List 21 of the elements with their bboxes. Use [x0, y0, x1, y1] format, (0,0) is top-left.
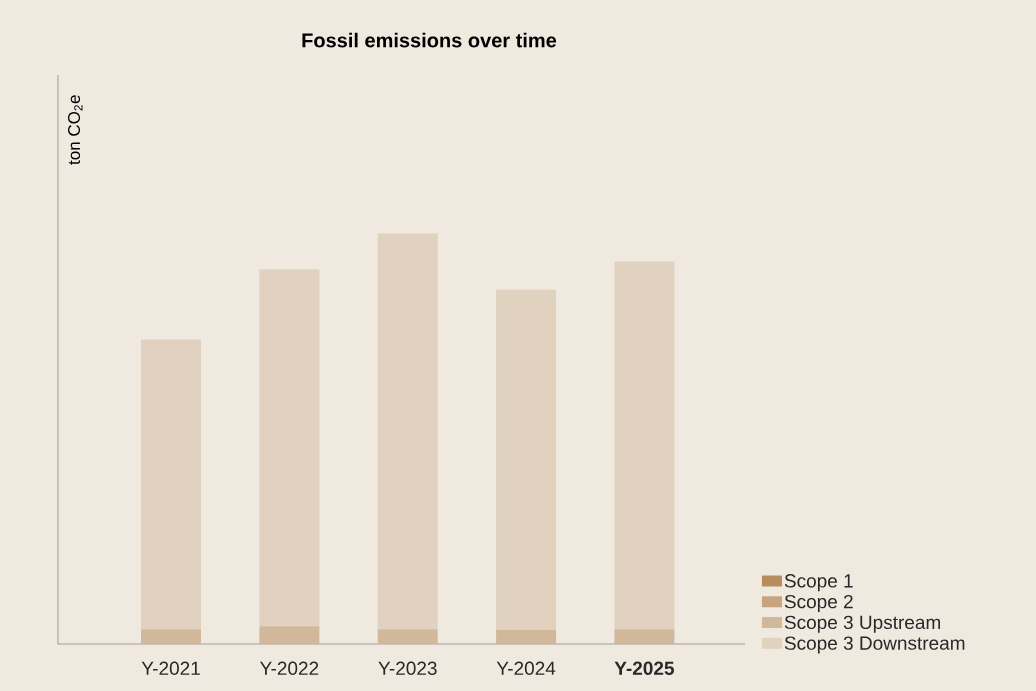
y-axis-title: ton CO$_{2}$e [68, 95, 83, 165]
bar [377, 233, 438, 630]
legend-label: Scope 3 Downstream [784, 636, 965, 654]
bar [259, 626, 320, 644]
bar [614, 629, 675, 644]
x-tick-label: Y-2023 [378, 661, 437, 675]
legend-label: Scope 1 [784, 574, 853, 592]
bar [614, 261, 675, 630]
x-tick-label: Y-2022 [260, 661, 319, 675]
bar [259, 269, 320, 627]
x-tick-label: Y-2021 [141, 661, 200, 675]
legend-label: Scope 2 [784, 594, 853, 613]
x-tick-label: Y-2025 [614, 661, 674, 675]
bar [377, 629, 438, 644]
x-tick-label: Y-2024 [496, 661, 556, 675]
legend-label: Scope 3 Upstream [784, 615, 941, 633]
chart-title: Fossil emissions over time [302, 32, 557, 48]
bar [496, 289, 557, 631]
bar [141, 339, 202, 630]
bar [496, 630, 557, 644]
bar [141, 629, 202, 644]
